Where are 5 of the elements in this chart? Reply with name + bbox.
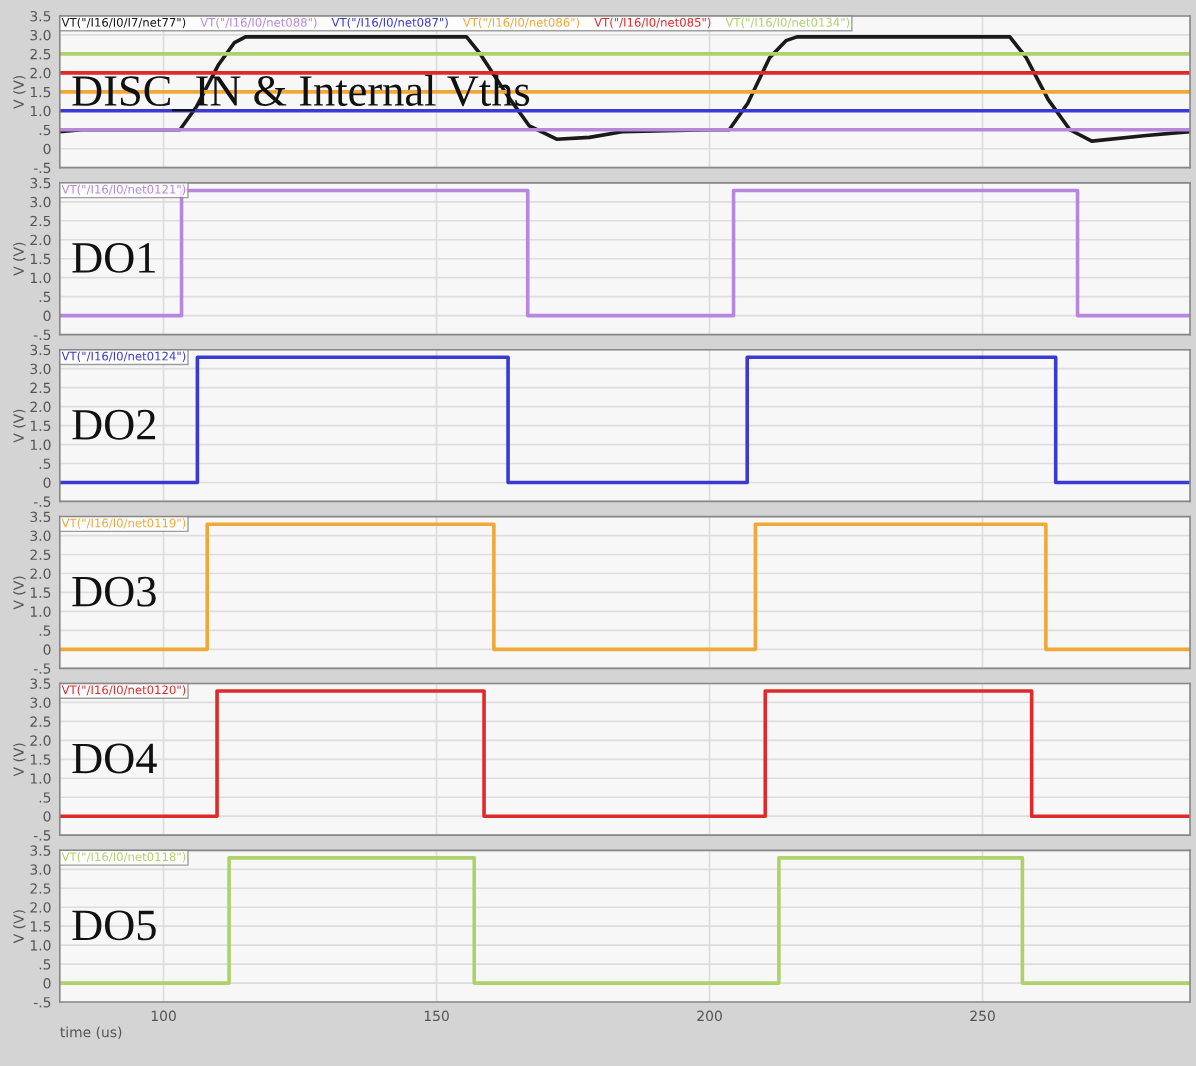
annotation: DO5 <box>72 910 156 941</box>
annotation: DO3 <box>72 576 156 607</box>
annotation: DO4 <box>72 743 157 774</box>
annotation: DO1 <box>72 243 155 273</box>
annotation: DO2 <box>72 409 156 440</box>
